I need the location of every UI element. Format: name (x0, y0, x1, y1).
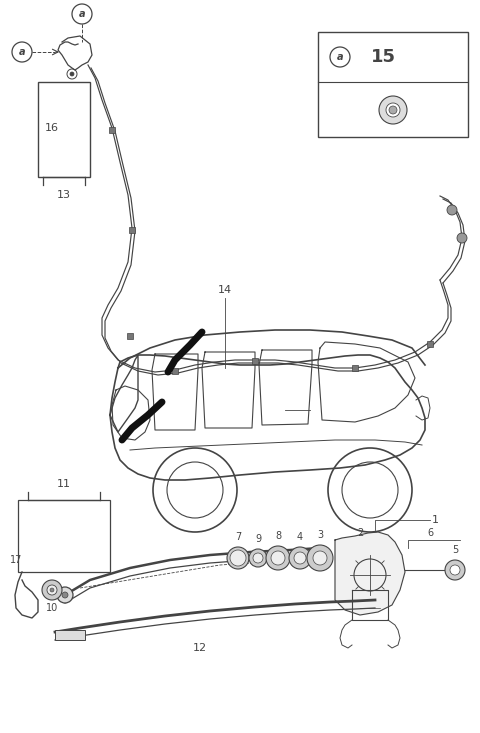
Text: 5: 5 (452, 545, 458, 555)
Text: 11: 11 (57, 479, 71, 489)
Circle shape (271, 551, 285, 565)
Text: 6: 6 (427, 528, 433, 538)
Circle shape (42, 580, 62, 600)
Circle shape (307, 545, 333, 571)
Text: 17: 17 (10, 555, 22, 565)
Circle shape (313, 551, 327, 565)
Text: 7: 7 (235, 532, 241, 542)
Text: 3: 3 (317, 530, 323, 540)
Circle shape (230, 550, 246, 566)
Bar (38, 82, 90, 177)
Bar (318, 32, 468, 137)
Text: a: a (79, 9, 85, 19)
Polygon shape (335, 532, 405, 615)
Circle shape (447, 205, 457, 215)
Circle shape (62, 592, 68, 598)
Circle shape (266, 546, 290, 570)
Circle shape (289, 547, 311, 569)
Circle shape (386, 103, 400, 117)
Text: 1: 1 (432, 515, 439, 525)
Text: 8: 8 (275, 531, 281, 541)
Circle shape (70, 72, 74, 76)
Text: 15: 15 (371, 48, 396, 66)
Text: 16: 16 (45, 123, 59, 133)
Circle shape (47, 585, 57, 595)
Circle shape (389, 106, 397, 114)
Bar (352, 365, 358, 371)
Circle shape (57, 587, 73, 603)
Circle shape (253, 553, 263, 563)
Circle shape (50, 588, 54, 592)
Text: 2: 2 (357, 528, 363, 538)
Text: 9: 9 (255, 534, 261, 544)
Bar (18, 500, 110, 572)
Circle shape (227, 547, 249, 569)
Text: 4: 4 (297, 532, 303, 542)
Text: 13: 13 (57, 190, 71, 200)
Circle shape (379, 96, 407, 124)
Circle shape (294, 552, 306, 564)
Bar (172, 368, 178, 374)
Text: a: a (336, 52, 343, 62)
Text: 10: 10 (46, 603, 58, 613)
Text: 12: 12 (193, 643, 207, 653)
Text: a: a (19, 47, 25, 57)
Bar (109, 127, 115, 133)
Circle shape (249, 549, 267, 567)
Bar (129, 227, 135, 233)
Bar (252, 358, 258, 364)
Bar (55, 630, 85, 640)
Circle shape (445, 560, 465, 580)
Bar (427, 341, 433, 347)
Bar (127, 333, 133, 339)
Text: 14: 14 (218, 285, 232, 295)
Circle shape (457, 233, 467, 243)
Circle shape (450, 565, 460, 575)
